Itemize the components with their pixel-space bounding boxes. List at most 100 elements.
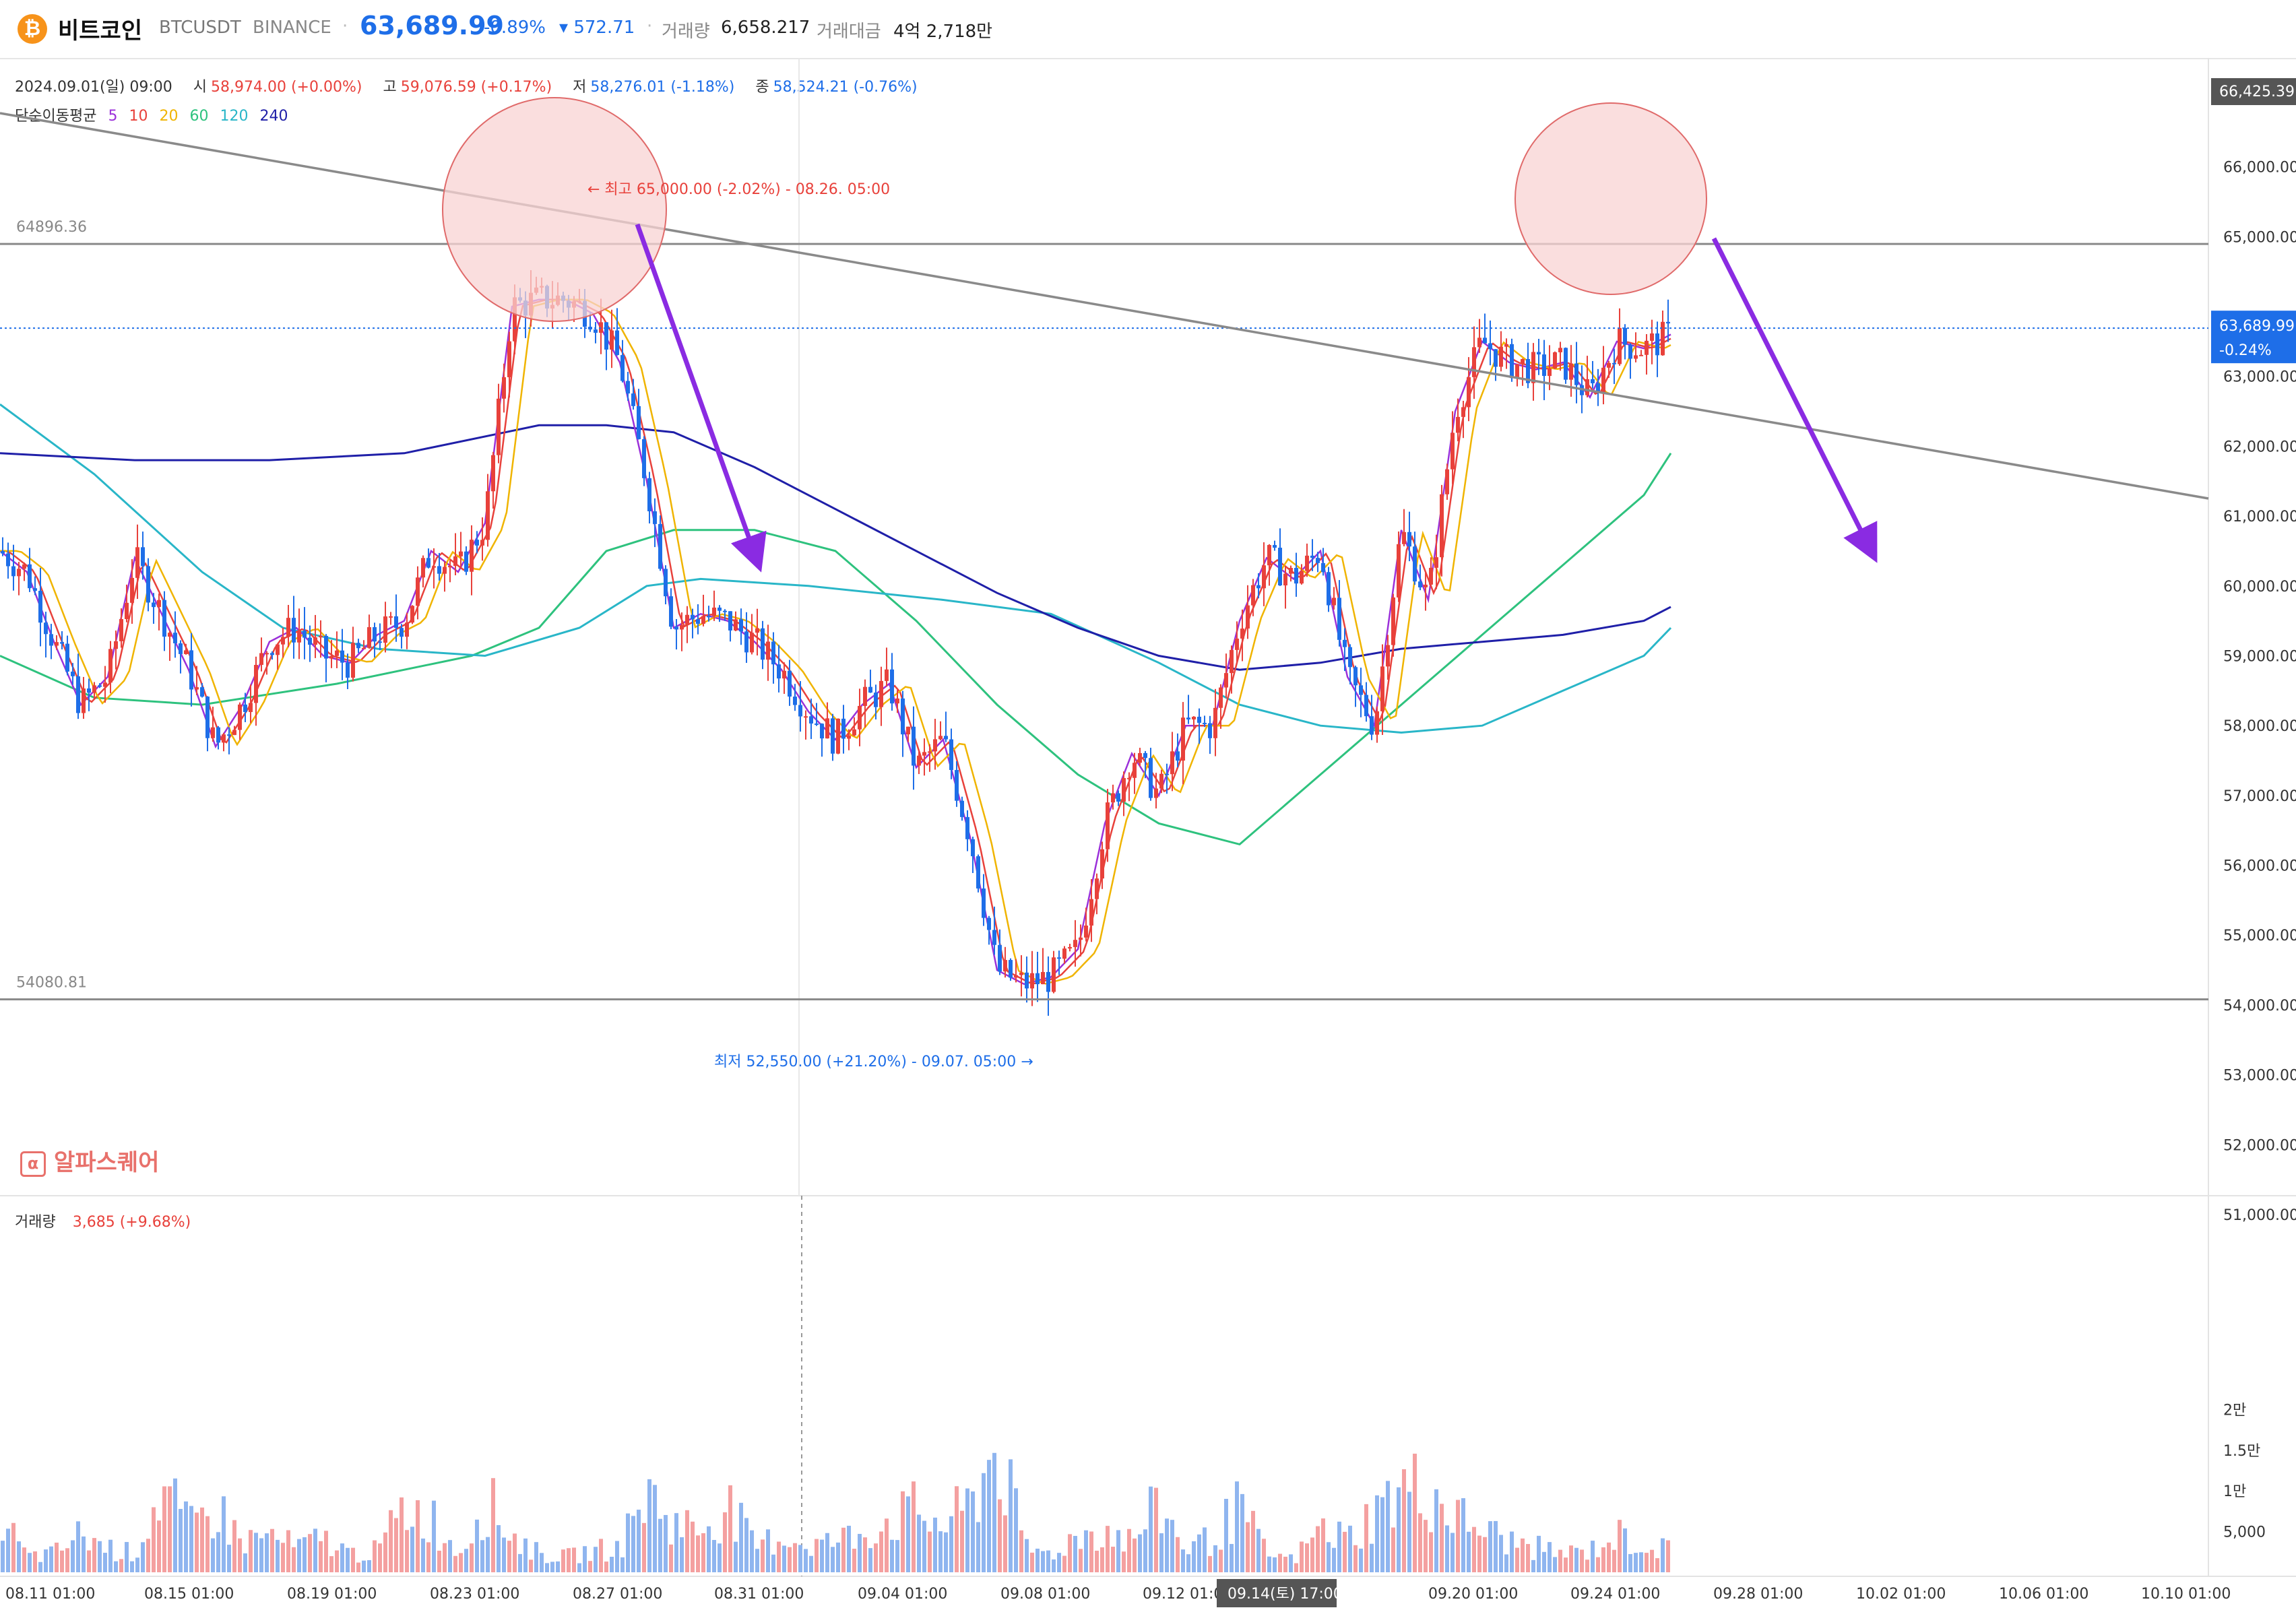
candle[interactable] [728,611,732,631]
candle[interactable] [1634,355,1638,359]
candle[interactable] [49,634,53,646]
candle[interactable] [901,698,905,735]
candle[interactable] [464,551,468,572]
candle[interactable] [82,688,86,713]
candle[interactable] [1267,545,1271,566]
candle[interactable] [168,633,172,637]
candle[interactable] [734,619,738,631]
down-arrow-right[interactable] [1711,237,1878,563]
candle[interactable] [1574,363,1578,385]
candle[interactable] [1569,363,1573,380]
candle[interactable] [103,682,107,687]
candle[interactable] [615,330,619,356]
candle[interactable] [1499,346,1503,367]
candle[interactable] [448,566,452,568]
descending-trendline[interactable] [0,112,2209,500]
candle[interactable] [718,607,722,611]
candle[interactable] [874,693,878,707]
candle[interactable] [87,688,91,693]
candle[interactable] [982,888,986,918]
candle[interactable] [1666,321,1670,324]
candle[interactable] [114,641,118,649]
candle[interactable] [410,606,414,623]
candle[interactable] [125,602,129,620]
candle[interactable] [1100,849,1104,879]
candle[interactable] [11,566,15,577]
candle[interactable] [421,558,425,578]
candle[interactable] [443,567,447,574]
candle[interactable] [491,455,495,492]
candle[interactable] [992,930,996,945]
candle[interactable] [933,739,937,752]
candle[interactable] [313,637,317,645]
candle[interactable] [1456,416,1460,433]
candle[interactable] [44,622,48,635]
candle[interactable] [1025,972,1029,989]
candle[interactable] [276,644,280,655]
highlight-circle-left[interactable] [442,97,667,322]
candle[interactable] [324,635,328,659]
candle[interactable] [346,662,350,678]
candle[interactable] [1035,973,1040,984]
candle[interactable] [637,406,641,439]
candle[interactable] [1111,793,1115,803]
candle[interactable] [1618,327,1622,364]
candle[interactable] [669,596,673,627]
candle[interactable] [200,687,204,697]
candle[interactable] [1224,673,1228,688]
candle[interactable] [949,739,953,771]
candle[interactable] [647,478,651,512]
candle[interactable] [809,716,813,724]
candle[interactable] [1127,777,1131,779]
candle[interactable] [1230,649,1234,674]
candle[interactable] [76,676,80,713]
candle[interactable] [664,569,668,597]
candle[interactable] [130,577,134,603]
candle[interactable] [723,610,727,612]
candle[interactable] [1176,751,1180,761]
candle[interactable] [98,685,102,687]
candle[interactable] [216,727,220,743]
candle[interactable] [1133,763,1137,778]
candle[interactable] [60,642,64,644]
candle[interactable] [1375,711,1379,735]
candle[interactable] [1084,925,1088,938]
candle[interactable] [1386,645,1390,667]
candle[interactable] [1337,598,1341,640]
candle[interactable] [998,944,1002,972]
candle[interactable] [281,637,285,645]
candle[interactable] [1348,647,1352,668]
candle[interactable] [292,618,296,643]
candle[interactable] [1197,716,1201,723]
candle[interactable] [1278,548,1282,586]
candle[interactable] [653,511,657,524]
candle[interactable] [1046,971,1050,992]
candle[interactable] [744,631,748,653]
candle[interactable] [1450,432,1455,470]
candle[interactable] [254,665,258,703]
candle[interactable] [373,626,377,642]
candle[interactable] [1116,793,1120,802]
candle[interactable] [1359,685,1363,695]
candle[interactable] [868,686,872,693]
candle[interactable] [1041,971,1045,984]
candle[interactable] [119,619,123,641]
candle[interactable] [146,566,150,603]
candle[interactable] [1068,946,1072,948]
candle[interactable] [1310,555,1314,558]
candle[interactable] [1380,666,1384,711]
candle[interactable] [1424,584,1428,587]
candle[interactable] [1014,975,1018,978]
candle[interactable] [1095,878,1099,899]
candle[interactable] [351,643,355,678]
candle[interactable] [28,564,32,589]
candle[interactable] [1079,937,1083,940]
candle[interactable] [502,377,506,399]
candle[interactable] [599,322,603,333]
candle[interactable] [1596,383,1600,393]
candle[interactable] [707,616,711,618]
candle[interactable] [944,736,948,740]
candle[interactable] [394,616,398,629]
candle[interactable] [227,734,231,736]
candle[interactable] [1612,362,1616,364]
